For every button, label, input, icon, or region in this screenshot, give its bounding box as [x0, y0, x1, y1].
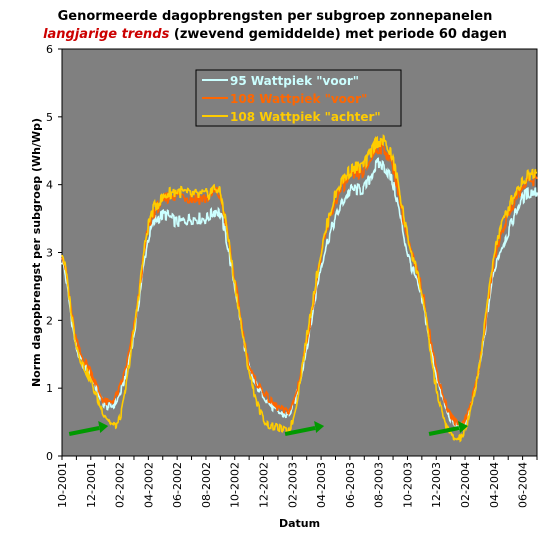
- x-tick-label: 02-2003: [286, 462, 299, 508]
- x-tick-label: 12-2003: [430, 462, 443, 508]
- x-tick-label: 06-2003: [344, 462, 357, 508]
- y-tick-label: 0: [46, 450, 53, 463]
- y-tick-label: 1: [46, 382, 53, 395]
- x-tick-label: 06-2002: [171, 462, 184, 508]
- x-tick-label: 08-2003: [373, 462, 386, 508]
- legend-label: 108 Wattpiek "achter": [230, 110, 381, 124]
- x-tick-label: 12-2002: [258, 462, 271, 508]
- x-tick-label: 10-2002: [229, 462, 242, 508]
- x-tick-label: 08-2002: [200, 462, 213, 508]
- annotation-arrow-shaft: [284, 426, 316, 436]
- y-tick-label: 2: [46, 314, 53, 327]
- annotation-arrow-head: [98, 421, 109, 433]
- x-tick-label: 02-2004: [459, 462, 472, 508]
- x-tick-label: 04-2004: [488, 462, 501, 508]
- y-tick-label: 6: [46, 43, 53, 56]
- legend-label: 95 Wattpiek "voor": [230, 74, 359, 88]
- subtitle-highlight: langjarige trends: [43, 27, 170, 42]
- y-tick-label: 5: [46, 111, 53, 124]
- annotation-arrow-head: [458, 421, 469, 433]
- subtitle-rest: (zwevend gemiddelde) met periode 60 dage…: [173, 27, 507, 42]
- x-tick-label: 10-2003: [401, 462, 414, 508]
- legend-box: [195, 69, 402, 127]
- x-tick-label: 04-2002: [142, 462, 155, 508]
- series-line-108-wattpiek-achter: [61, 134, 538, 443]
- annotation-arrow-head: [314, 421, 325, 433]
- x-tick-label: 02-2002: [114, 462, 127, 508]
- x-tick-label: 12-2001: [85, 462, 98, 508]
- x-tick-label: 04-2003: [315, 462, 328, 508]
- annotation-arrow-shaft: [68, 426, 100, 436]
- chart-title: Genormeerde dagopbrengsten per subgroep …: [57, 9, 493, 24]
- chart-subtitle: langjarige trends (zwevend gemiddelde) m…: [0, 27, 550, 42]
- y-axis-label: Norm dagopbrengst per subgroep (Wh/Wp): [30, 118, 43, 387]
- x-tick-label: 06-2004: [517, 462, 530, 508]
- y-tick-label: 4: [46, 179, 53, 192]
- x-axis-label: Datum: [279, 517, 320, 530]
- legend-label: 108 Wattpiek "voor": [230, 92, 367, 106]
- x-tick-label: 10-2001: [56, 462, 69, 508]
- y-tick-label: 3: [46, 247, 53, 260]
- annotation-arrow-shaft: [428, 426, 460, 436]
